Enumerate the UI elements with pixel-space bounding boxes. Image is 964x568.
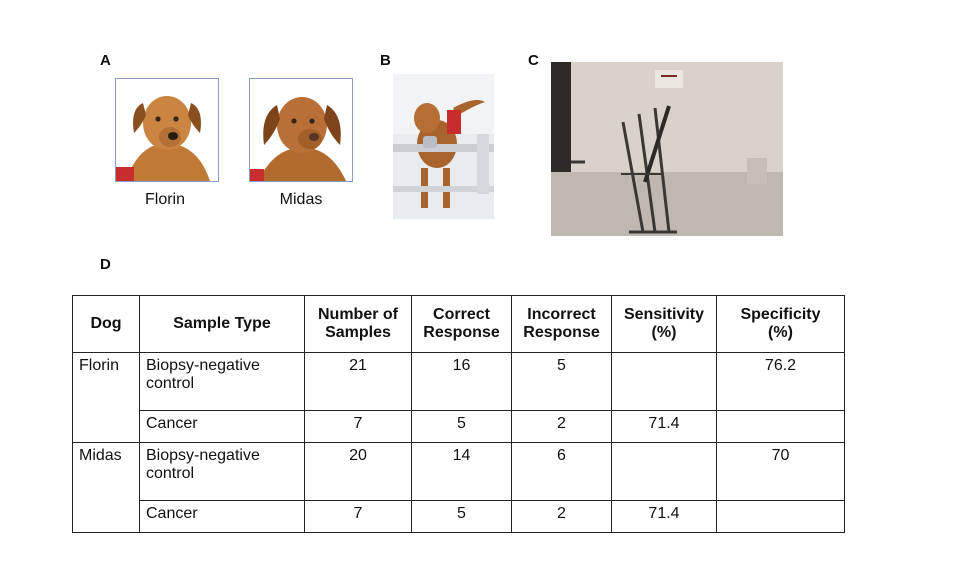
cell-sample-type: Biopsy-negative control (139, 352, 305, 411)
cell-incorrect: 2 (511, 500, 612, 533)
header-specificity: Specificity (%) (716, 295, 845, 353)
cell-number-of-samples: 21 (304, 352, 412, 411)
cell-sample-type: Cancer (139, 500, 305, 533)
cell-specificity (716, 500, 845, 533)
header-incorrect-response: Incorrect Response (511, 295, 612, 353)
cell-number-of-samples: 20 (304, 442, 412, 501)
cell-correct: 14 (411, 442, 512, 501)
cell-dog: Florin (72, 352, 140, 443)
cell-number-of-samples: 7 (304, 500, 412, 533)
midas-caption: Midas (279, 191, 323, 208)
cell-sensitivity: 71.4 (611, 410, 717, 443)
table-row: Midas Biopsy-negative control 20 14 6 70 (72, 442, 845, 533)
header-correct-response: Correct Response (411, 295, 512, 353)
cell-sensitivity: 71.4 (611, 500, 717, 533)
panel-label-a: A (100, 52, 111, 69)
cell-sample-type: Cancer (139, 410, 305, 443)
cell-incorrect: 2 (511, 410, 612, 443)
panel-label-d: D (100, 256, 111, 273)
cell-correct: 5 (411, 500, 512, 533)
cell-incorrect: 6 (511, 442, 612, 501)
cell-specificity: 76.2 (716, 352, 845, 411)
florin-photo (115, 78, 219, 182)
table-row: Florin Biopsy-negative control 21 16 5 7… (72, 352, 845, 443)
cell-number-of-samples: 7 (304, 410, 412, 443)
midas-photo (249, 78, 353, 182)
cell-specificity: 70 (716, 442, 845, 501)
table-row: Cancer 7 5 2 71.4 (73, 500, 845, 533)
header-sample-type: Sample Type (139, 295, 305, 353)
panel-label-b: B (380, 52, 391, 69)
header-sensitivity: Sensitivity (%) (611, 295, 717, 353)
cell-dog: Midas (72, 442, 140, 533)
florin-caption: Florin (144, 191, 185, 208)
cell-sensitivity (611, 442, 717, 501)
sniffing-station-photo (393, 74, 494, 219)
header-number-of-samples: Number of Samples (304, 295, 412, 353)
cell-correct: 5 (411, 410, 512, 443)
cell-correct: 16 (411, 352, 512, 411)
training-room-photo (551, 62, 783, 236)
results-table: Dog Sample Type Number of Samples Correct… (72, 295, 845, 533)
panel-label-c: C (528, 52, 539, 69)
cell-sample-type: Biopsy-negative control (139, 442, 305, 501)
cell-specificity (716, 410, 845, 443)
cell-sensitivity (611, 352, 717, 411)
table-header-row: Dog Sample Type Number of Samples Correct… (72, 295, 845, 353)
cell-incorrect: 5 (511, 352, 612, 411)
table-row: Cancer 7 5 2 71.4 (73, 410, 845, 443)
header-dog: Dog (72, 295, 140, 353)
